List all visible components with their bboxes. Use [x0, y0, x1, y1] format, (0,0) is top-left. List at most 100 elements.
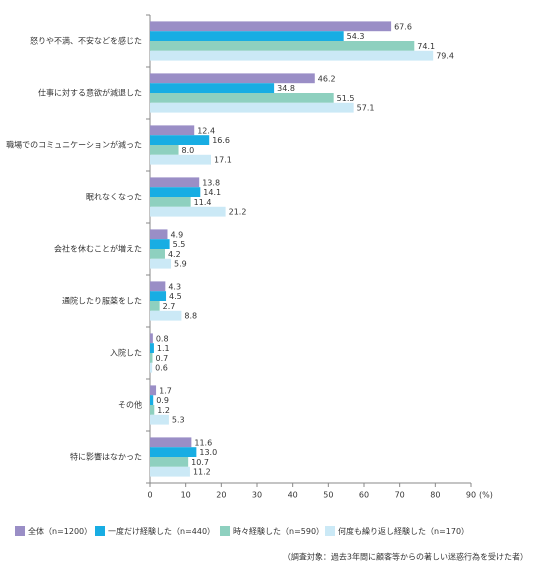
bar — [150, 239, 170, 249]
value-label: 67.6 — [394, 22, 412, 31]
bar — [150, 333, 153, 344]
bar — [150, 362, 153, 373]
bar — [150, 187, 201, 197]
x-unit: (%) — [479, 491, 493, 500]
legend-swatch — [325, 526, 335, 536]
category-label: 仕事に対する意欲が減退した — [38, 88, 142, 98]
category-label: 通院したり服薬をした — [62, 296, 142, 306]
value-label: 0.6 — [155, 364, 168, 373]
value-label: 11.6 — [194, 438, 212, 447]
value-label: 14.1 — [203, 188, 221, 197]
x-tick-label: 30 — [252, 491, 262, 500]
x-tick-label: 20 — [216, 491, 226, 500]
bar — [150, 154, 211, 165]
value-label: 5.3 — [172, 416, 185, 425]
bar — [150, 229, 168, 240]
value-label: 1.7 — [159, 386, 172, 395]
bar — [150, 457, 189, 467]
value-label: 57.1 — [357, 104, 375, 113]
category-label: 入院した — [110, 348, 142, 358]
bar — [150, 93, 334, 103]
bar — [150, 405, 155, 415]
value-label: 2.7 — [163, 302, 176, 311]
category-label: 眠れなくなった — [86, 193, 142, 202]
value-label: 54.3 — [347, 32, 365, 41]
category-label: 会社を休むことが増えた — [54, 244, 142, 254]
value-label: 8.8 — [184, 312, 197, 321]
bar — [150, 353, 153, 363]
x-tick-label: 90 — [466, 491, 476, 500]
bar — [150, 50, 434, 61]
category-label: 職場でのコミュニケーションが減った — [6, 140, 142, 150]
bar — [150, 291, 167, 301]
value-label: 10.7 — [191, 458, 209, 467]
legend-swatch — [15, 526, 25, 536]
bar — [150, 301, 160, 311]
legend-label: 全体（n=1200） — [28, 526, 92, 536]
x-tick-label: 0 — [147, 491, 152, 500]
bar — [150, 83, 275, 93]
category-label: 特に影響はなかった — [70, 452, 142, 462]
legend-swatch — [220, 526, 230, 536]
value-label: 4.2 — [168, 250, 181, 259]
bar — [150, 21, 392, 32]
value-label: 46.2 — [318, 74, 336, 83]
bar — [150, 145, 179, 155]
bar — [150, 249, 165, 259]
legend-label: 何度も繰り返し経験した（n=170） — [338, 526, 469, 536]
bar — [150, 73, 315, 84]
bar — [150, 258, 172, 269]
value-label: 5.5 — [173, 240, 186, 249]
bar — [150, 385, 157, 396]
value-label: 16.6 — [212, 136, 230, 145]
value-label: 79.4 — [436, 52, 454, 61]
bar — [150, 197, 191, 207]
bar — [150, 414, 169, 425]
value-label: 12.4 — [197, 126, 215, 135]
bar — [150, 41, 415, 51]
bar — [150, 206, 226, 217]
value-label: 74.1 — [417, 42, 435, 51]
value-label: 11.4 — [194, 198, 212, 207]
x-tick-label: 80 — [430, 491, 440, 500]
value-label: 4.3 — [168, 282, 181, 291]
value-label: 4.5 — [169, 292, 182, 301]
value-label: 11.2 — [193, 468, 211, 477]
bar — [150, 135, 210, 145]
value-label: 13.8 — [202, 178, 220, 187]
value-label: 4.9 — [170, 230, 183, 239]
value-label: 0.7 — [155, 354, 168, 363]
x-tick-label: 40 — [288, 491, 298, 500]
bar — [150, 395, 154, 405]
x-tick-label: 10 — [181, 491, 191, 500]
legend-swatch — [95, 526, 105, 536]
bar — [150, 343, 154, 353]
bar — [150, 466, 190, 477]
bar — [150, 310, 182, 321]
bar — [150, 177, 200, 188]
value-label: 1.2 — [157, 406, 170, 415]
x-tick-label: 60 — [359, 491, 369, 500]
value-label: 34.8 — [277, 84, 295, 93]
legend-label: 一度だけ経験した（n=440） — [108, 526, 215, 536]
value-label: 51.5 — [337, 94, 355, 103]
bar — [150, 31, 344, 41]
bar — [150, 447, 197, 457]
note: （調査対象：過去3年間に顧客等からの著しい迷惑行為を受けた者） — [283, 552, 528, 562]
x-tick-label: 50 — [323, 491, 333, 500]
value-label: 13.0 — [199, 448, 217, 457]
value-label: 21.2 — [229, 208, 247, 217]
value-label: 8.0 — [182, 146, 195, 155]
x-tick-label: 70 — [395, 491, 405, 500]
bar — [150, 102, 354, 113]
value-label: 0.9 — [156, 396, 169, 405]
bar — [150, 437, 192, 448]
value-label: 17.1 — [214, 156, 232, 165]
bar — [150, 281, 166, 292]
value-label: 1.1 — [157, 344, 170, 353]
category-label: 怒りや不満、不安などを感じた — [30, 36, 142, 46]
category-label: その他 — [118, 400, 142, 410]
legend-label: 時々経験した（n=590） — [233, 526, 324, 536]
value-label: 0.8 — [156, 334, 169, 343]
